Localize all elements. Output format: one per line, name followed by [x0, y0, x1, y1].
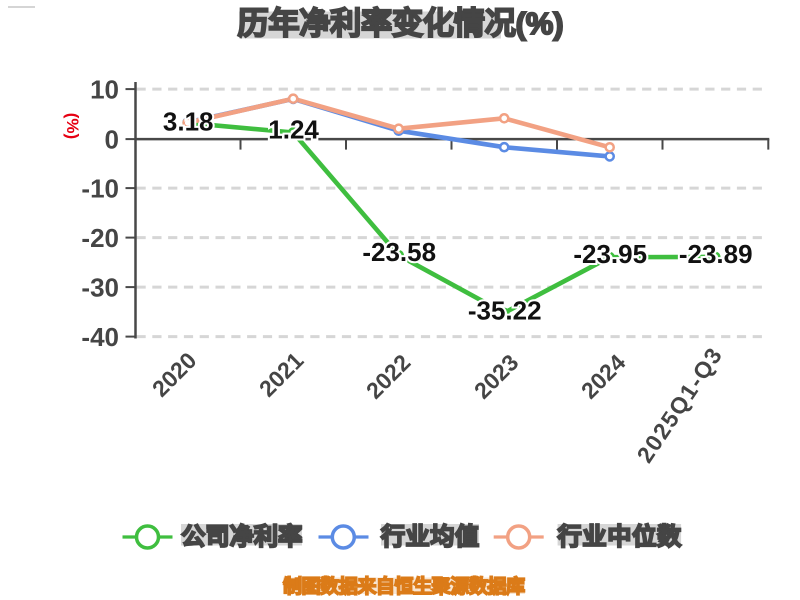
- svg-text:2022: 2022: [361, 349, 416, 404]
- svg-text:公司净利率: 公司净利率: [181, 523, 302, 551]
- svg-text:-10: -10: [81, 174, 119, 204]
- svg-text:0: 0: [105, 125, 119, 155]
- svg-text:2025Q1-Q3: 2025Q1-Q3: [631, 343, 726, 467]
- svg-text:行业中位数: 行业中位数: [557, 523, 683, 551]
- svg-text:2023: 2023: [469, 349, 524, 404]
- svg-text:制图数据来自恒生聚源数据库: 制图数据来自恒生聚源数据库: [283, 574, 525, 597]
- svg-text:(%): (%): [63, 113, 82, 139]
- svg-text:-23.89: -23.89: [679, 239, 753, 269]
- svg-text:3.18: 3.18: [163, 107, 214, 137]
- svg-text:-20: -20: [81, 223, 119, 253]
- svg-text:2020: 2020: [147, 347, 202, 402]
- svg-text:-23.95: -23.95: [573, 239, 647, 269]
- svg-text:10: 10: [90, 75, 119, 105]
- svg-text:2021: 2021: [254, 347, 309, 402]
- svg-text:-30: -30: [81, 273, 119, 303]
- svg-text:-35.22: -35.22: [468, 296, 542, 326]
- svg-text:-40: -40: [81, 322, 119, 352]
- svg-text:历年净利率变化情况(%): 历年净利率变化情况(%): [238, 6, 564, 41]
- svg-text:行业均值: 行业均值: [380, 523, 479, 551]
- svg-text:2024: 2024: [576, 349, 631, 404]
- svg-text:1.24: 1.24: [268, 114, 319, 144]
- svg-text:-23.58: -23.58: [362, 237, 436, 267]
